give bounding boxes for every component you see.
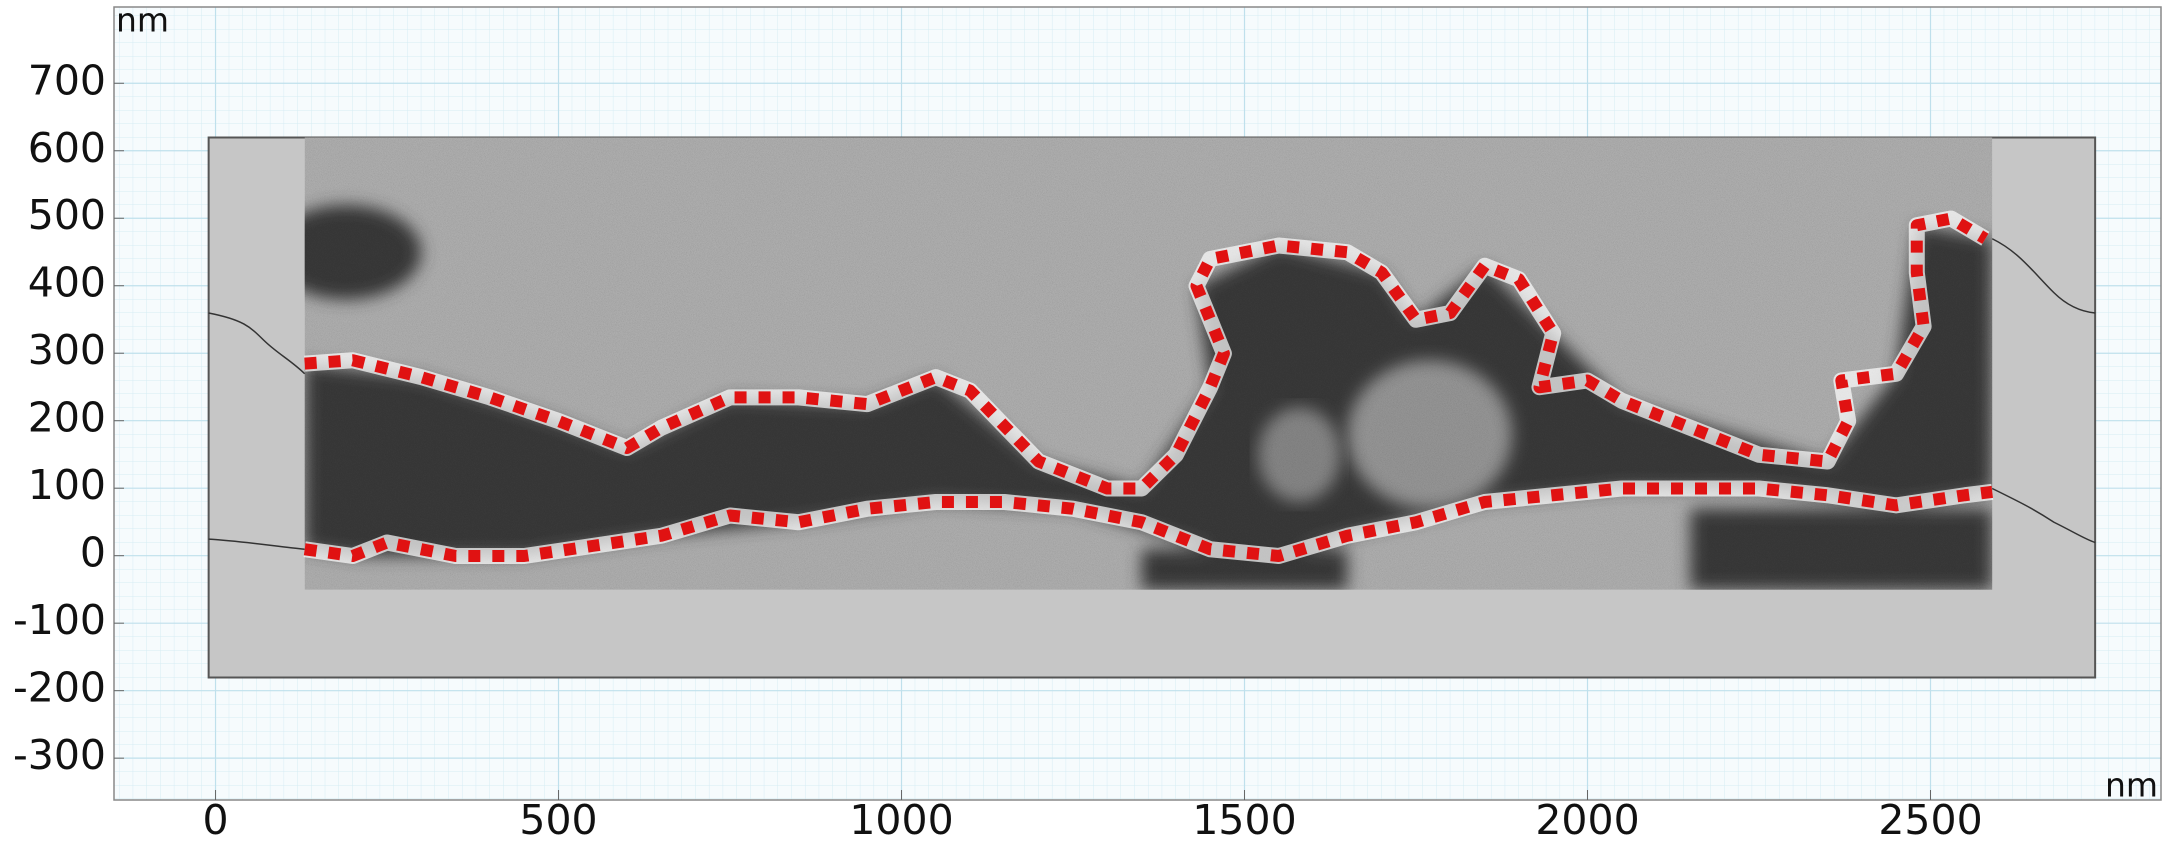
geometry	[209, 138, 2095, 678]
x-tick-label: 0	[202, 796, 228, 844]
y-tick-label: 0	[80, 529, 106, 577]
y-tick-label: 500	[28, 191, 106, 239]
plot-frame	[113, 6, 2162, 801]
selection-curves	[305, 219, 1993, 557]
y-tick-label: -300	[13, 731, 106, 779]
y-tick-label: 100	[28, 461, 106, 509]
y-tick-label: -200	[13, 664, 106, 712]
x-tick-label: 2000	[1535, 796, 1639, 844]
y-tick-label: 400	[28, 259, 106, 307]
tem-image	[304, 137, 1993, 590]
y-tick-label: -100	[13, 596, 106, 644]
y-tick-label: 700	[28, 56, 106, 104]
y-tick-label: 300	[28, 326, 106, 374]
y-tick-label: 200	[28, 394, 106, 442]
x-tick-label: 500	[519, 796, 597, 844]
x-tick-label: 1000	[849, 796, 953, 844]
boundary-lines	[209, 239, 2095, 550]
x-unit: nm	[2105, 766, 2158, 805]
x-tick-label: 1500	[1192, 796, 1296, 844]
y-unit: nm	[116, 1, 169, 40]
y-tick-label: 600	[28, 124, 106, 172]
x-tick-label: 2500	[1878, 796, 1982, 844]
